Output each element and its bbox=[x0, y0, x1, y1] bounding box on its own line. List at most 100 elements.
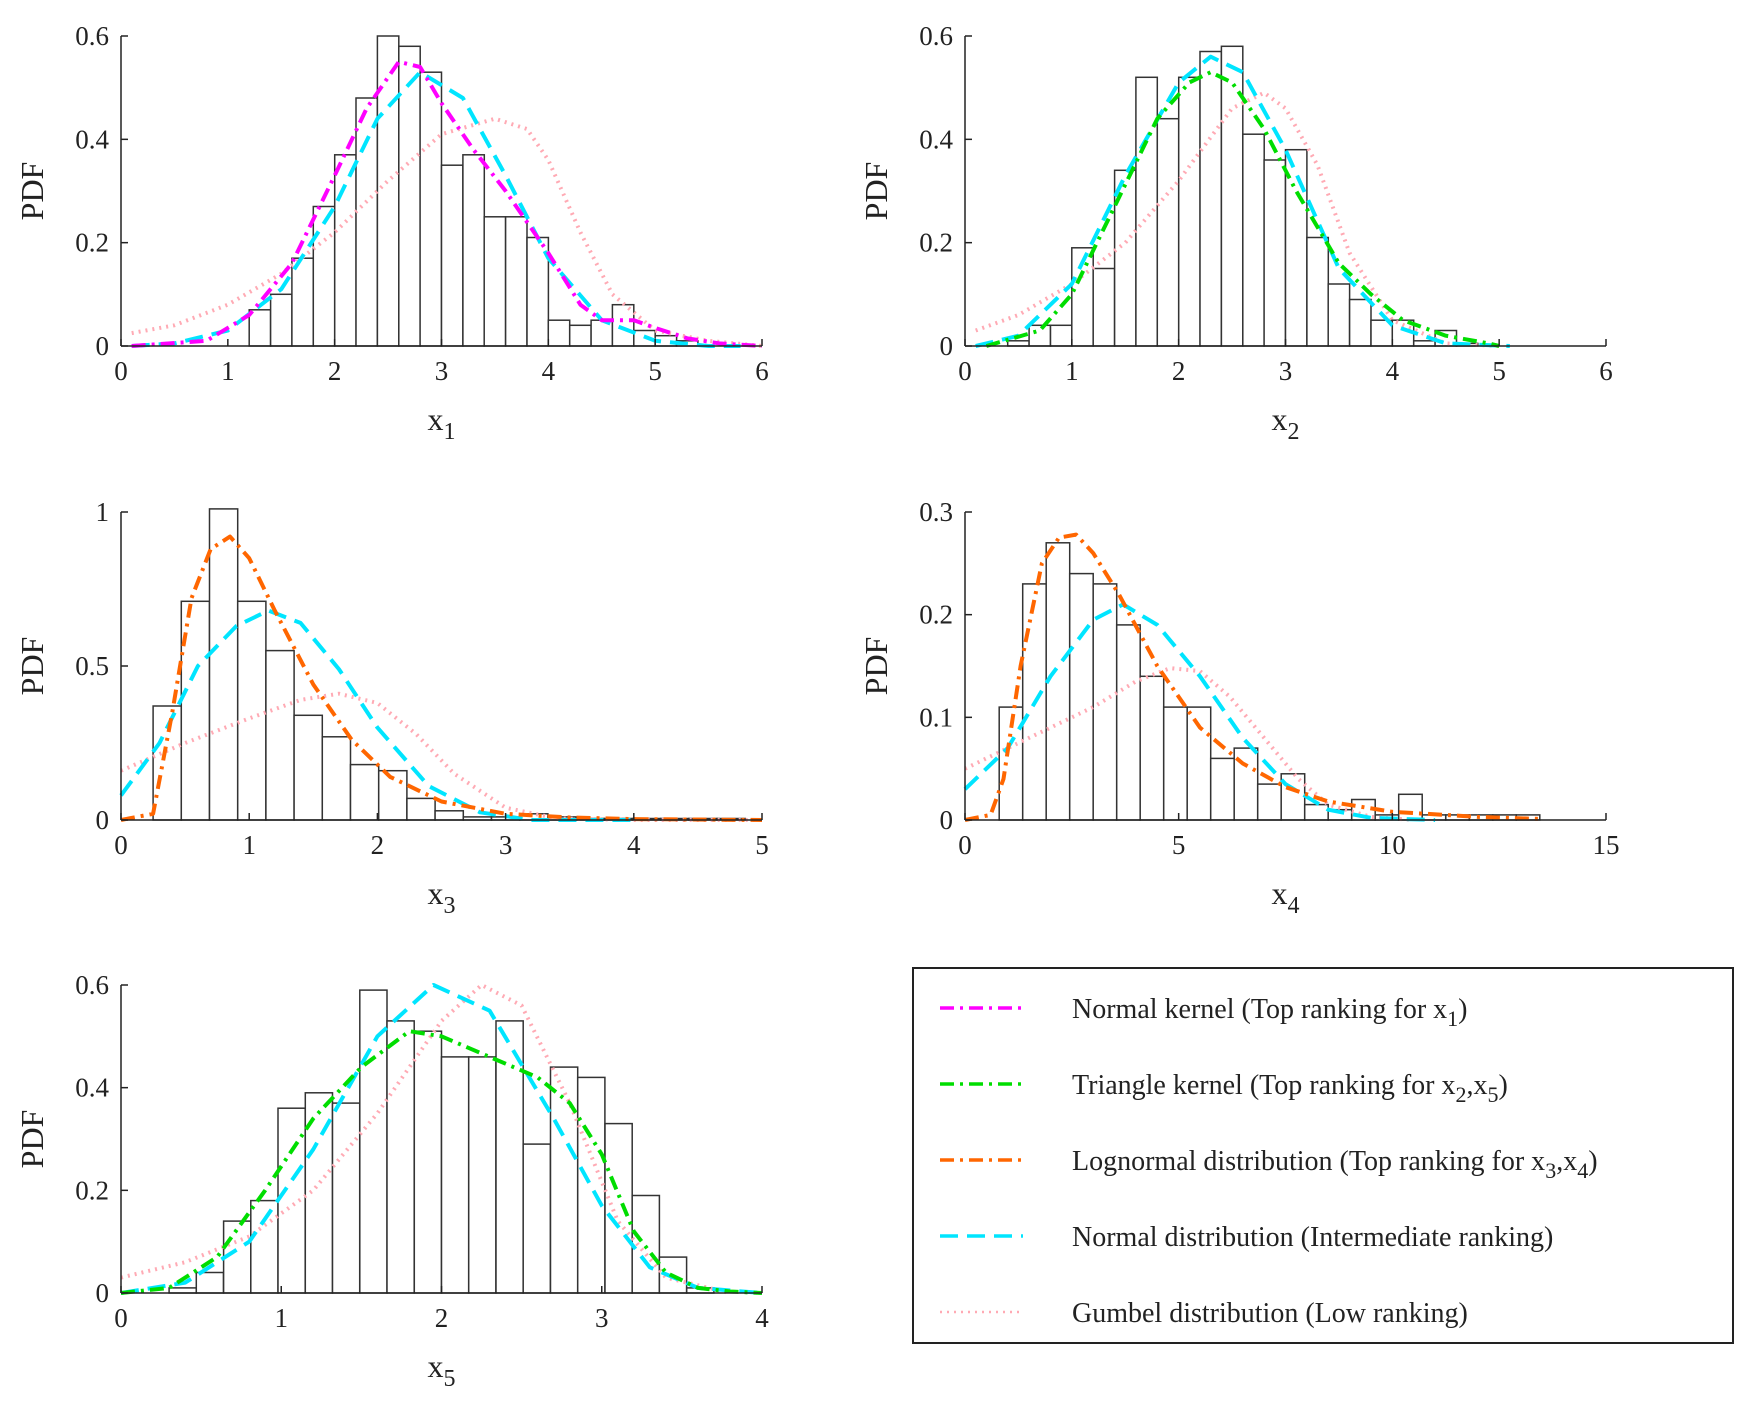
histogram-bar bbox=[1156, 117, 1180, 347]
histogram-bar bbox=[1209, 757, 1235, 821]
legend-box bbox=[912, 967, 1734, 1344]
legend-item-triangle-kernel: Triangle kernel (Top ranking for x2,x5) bbox=[940, 1070, 1508, 1107]
histogram-bar bbox=[312, 205, 336, 347]
histogram-bar bbox=[549, 1066, 579, 1294]
histogram-bar bbox=[462, 154, 486, 347]
histogram-bar bbox=[467, 1056, 497, 1294]
y-tick-label: 0.2 bbox=[919, 228, 953, 258]
y-tick-label: 0.2 bbox=[75, 228, 109, 258]
x-tick-label: 2 bbox=[435, 1303, 449, 1333]
y-axis-label: PDF bbox=[14, 1110, 50, 1169]
histogram-bar bbox=[291, 257, 315, 347]
legend-label: Gumbel distribution (Low ranking) bbox=[1072, 1298, 1468, 1329]
y-axis-label: PDF bbox=[14, 637, 50, 696]
y-axis-label: PDF bbox=[858, 162, 894, 221]
histogram-bar bbox=[406, 797, 436, 821]
histogram-bar bbox=[265, 649, 295, 821]
histogram-bar bbox=[1139, 675, 1165, 821]
x-tick-label: 0 bbox=[958, 830, 972, 860]
histogram-bar bbox=[376, 35, 400, 347]
legend-label: Triangle kernel (Top ranking for x2,x5) bbox=[1072, 1070, 1508, 1107]
x-tick-label: 2 bbox=[1172, 356, 1186, 386]
triangle-kernel-curve bbox=[985, 70, 1500, 348]
panel-x2: 0 1 2 3 4 5 6 0 0.2 0.4 0.6 x2 PDF bbox=[858, 21, 1613, 445]
y-tick-label: 0 bbox=[96, 1278, 110, 1308]
x-tick-label: 4 bbox=[627, 830, 641, 860]
x-tick-label: 6 bbox=[755, 356, 769, 386]
x-tick-label: 5 bbox=[648, 356, 662, 386]
legend-item-lognormal: Lognormal distribution (Top ranking for … bbox=[940, 1146, 1598, 1183]
legend-label: Normal kernel (Top ranking for x1) bbox=[1072, 994, 1467, 1031]
x-tick-label: 3 bbox=[595, 1303, 609, 1333]
histogram-bar bbox=[611, 303, 635, 347]
legend-label: Lognormal distribution (Top ranking for … bbox=[1072, 1146, 1598, 1183]
legend: Normal kernel (Top ranking for x1) Triang… bbox=[912, 967, 1734, 1344]
histogram-bar bbox=[349, 763, 380, 821]
y-axis-label: PDF bbox=[858, 637, 894, 696]
histogram-bar bbox=[168, 1287, 198, 1294]
y-tick-label: 0 bbox=[96, 805, 110, 835]
histogram-bar bbox=[419, 71, 443, 347]
x-tick-label: 0 bbox=[114, 356, 128, 386]
y-tick-label: 0.6 bbox=[75, 970, 109, 1000]
y-tick-label: 0.6 bbox=[75, 21, 109, 51]
histogram-bar bbox=[483, 216, 507, 347]
y-tick-label: 0.5 bbox=[75, 651, 109, 681]
histogram-bar bbox=[504, 216, 528, 347]
histogram-bar bbox=[1177, 76, 1201, 347]
triangle-kernel-curve bbox=[120, 1029, 763, 1295]
histogram-bar bbox=[1303, 803, 1329, 821]
histogram-bar bbox=[195, 1271, 225, 1294]
legend-item-normal: Normal distribution (Intermediate rankin… bbox=[940, 1222, 1553, 1253]
histogram-bar bbox=[236, 600, 267, 821]
histogram-bar bbox=[1068, 572, 1094, 821]
lognormal-curve bbox=[964, 532, 1542, 822]
histogram-bar bbox=[333, 154, 357, 347]
histogram-bar bbox=[1263, 159, 1287, 347]
histogram-bar bbox=[250, 1199, 279, 1294]
x-tick-label: 3 bbox=[499, 830, 513, 860]
x-tick-label: 0 bbox=[958, 356, 972, 386]
histogram-bar bbox=[1199, 50, 1223, 347]
y-tick-label: 1 bbox=[96, 497, 110, 527]
y-tick-label: 0.3 bbox=[919, 497, 953, 527]
x-axis-label: x4 bbox=[1272, 875, 1300, 919]
histogram-bar bbox=[1028, 324, 1052, 347]
histogram-bar bbox=[1348, 298, 1372, 347]
histogram-bar bbox=[269, 293, 293, 347]
y-tick-label: 0.4 bbox=[919, 124, 953, 154]
histogram-bar bbox=[398, 45, 421, 347]
panels: 0 1 2 3 4 5 6 0 0.2 0.4 0.6 x1 PDF 0 1 2 3 4 5 6 0 0.2 0.4 0.6 x… bbox=[14, 21, 1620, 1392]
y-axis-label: PDF bbox=[14, 162, 50, 221]
y-tick-label: 0.4 bbox=[75, 124, 109, 154]
histogram-bar bbox=[1006, 340, 1030, 347]
x-tick-label: 1 bbox=[1065, 356, 1079, 386]
normal-curve bbox=[120, 983, 763, 1295]
x-tick-label: 1 bbox=[275, 1303, 289, 1333]
histogram-bar bbox=[359, 989, 388, 1294]
x-tick-label: 4 bbox=[542, 356, 556, 386]
panel-x1: 0 1 2 3 4 5 6 0 0.2 0.4 0.6 x1 PDF bbox=[14, 21, 769, 445]
legend-item-normal-kernel: Normal kernel (Top ranking for x1) bbox=[940, 994, 1467, 1031]
histogram-bar bbox=[440, 164, 464, 347]
histogram-bar bbox=[386, 1020, 415, 1294]
x-tick-label: 10 bbox=[1379, 830, 1406, 860]
x-tick-label: 4 bbox=[755, 1303, 769, 1333]
histogram-bar bbox=[1284, 148, 1308, 347]
x-tick-label: 6 bbox=[1599, 356, 1613, 386]
y-tick-label: 0.2 bbox=[75, 1175, 109, 1205]
x-axis-label: x2 bbox=[1272, 401, 1300, 445]
histogram-bar bbox=[440, 1056, 470, 1294]
x-tick-label: 5 bbox=[1172, 830, 1186, 860]
histogram-bar bbox=[576, 1076, 606, 1294]
histogram-bar bbox=[248, 309, 272, 347]
legend-label: Normal distribution (Intermediate rankin… bbox=[1072, 1222, 1553, 1253]
histogram-bar bbox=[208, 508, 239, 821]
x-tick-label: 3 bbox=[1279, 356, 1293, 386]
y-tick-label: 0 bbox=[96, 331, 110, 361]
panel-x5: 0 1 2 3 4 0 0.2 0.4 0.6 x5 PDF bbox=[14, 970, 769, 1392]
x-axis-label: x5 bbox=[428, 1348, 456, 1392]
y-tick-label: 0.6 bbox=[919, 21, 953, 51]
x-tick-label: 1 bbox=[242, 830, 256, 860]
histogram-bar bbox=[522, 1143, 552, 1294]
